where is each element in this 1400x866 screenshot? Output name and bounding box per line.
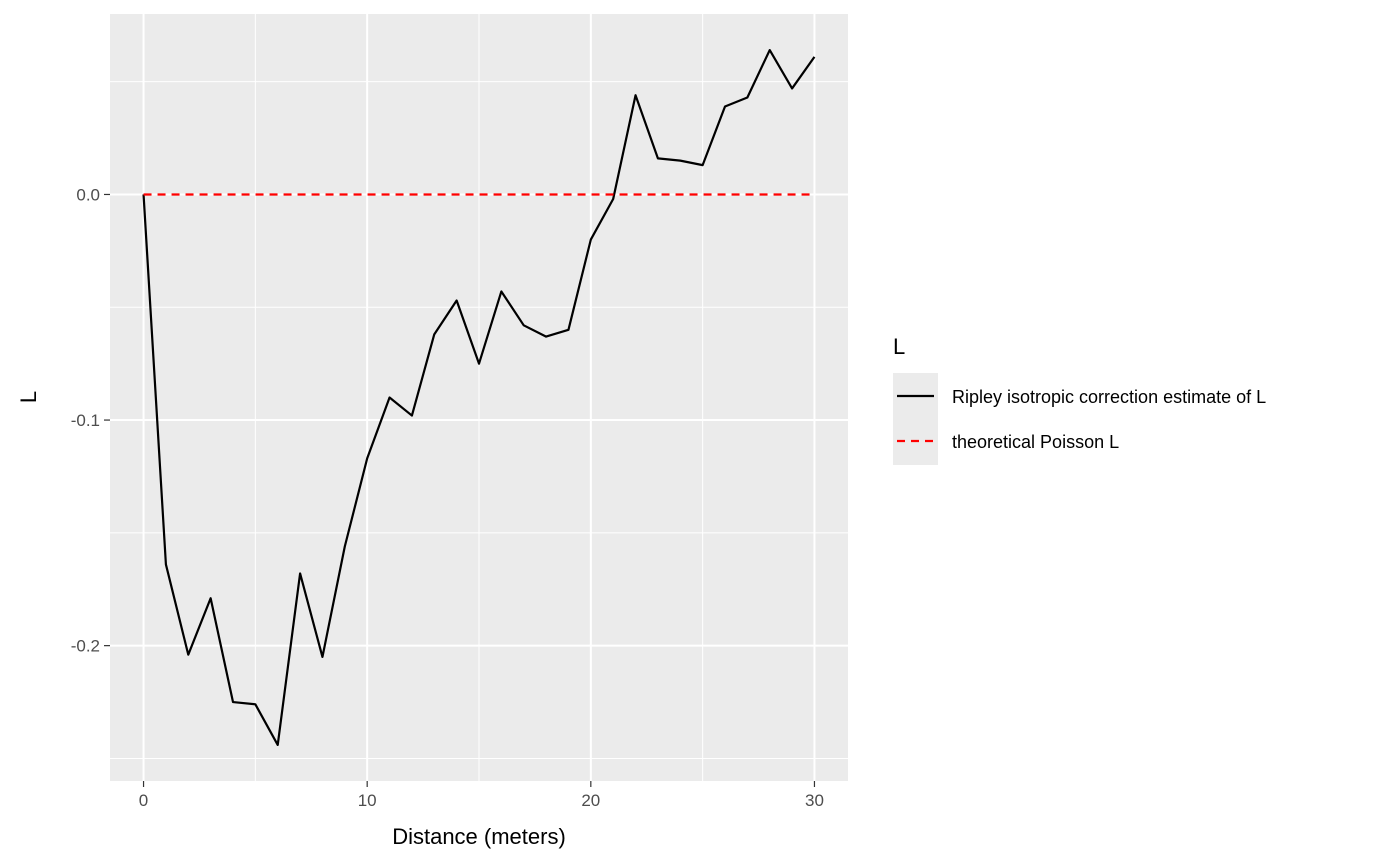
series-line-ripley-estimate <box>142 48 816 747</box>
y-tick-label: -0.1 <box>71 411 100 430</box>
axis-ticks: 0 10 20 30 -0.2 -0.1 0.0 <box>71 185 824 810</box>
x-tick-label: 20 <box>581 791 600 810</box>
legend-key-background <box>893 373 938 465</box>
legend-label-poisson: theoretical Poisson L <box>952 432 1119 452</box>
minor-gridlines <box>110 14 848 781</box>
legend: L Ripley isotropic correction estimate o… <box>893 334 1266 465</box>
y-axis-title: L <box>16 391 41 403</box>
major-gridlines <box>110 14 848 781</box>
y-tick-label: -0.2 <box>71 637 100 656</box>
legend-title: L <box>893 334 905 359</box>
x-tick-label: 0 <box>139 791 148 810</box>
x-axis-title: Distance (meters) <box>392 824 566 849</box>
legend-label-ripley: Ripley isotropic correction estimate of … <box>952 387 1266 407</box>
series-layer <box>142 48 816 747</box>
x-tick-label: 30 <box>805 791 824 810</box>
x-tick-label: 10 <box>358 791 377 810</box>
y-tick-label: 0.0 <box>76 185 100 204</box>
